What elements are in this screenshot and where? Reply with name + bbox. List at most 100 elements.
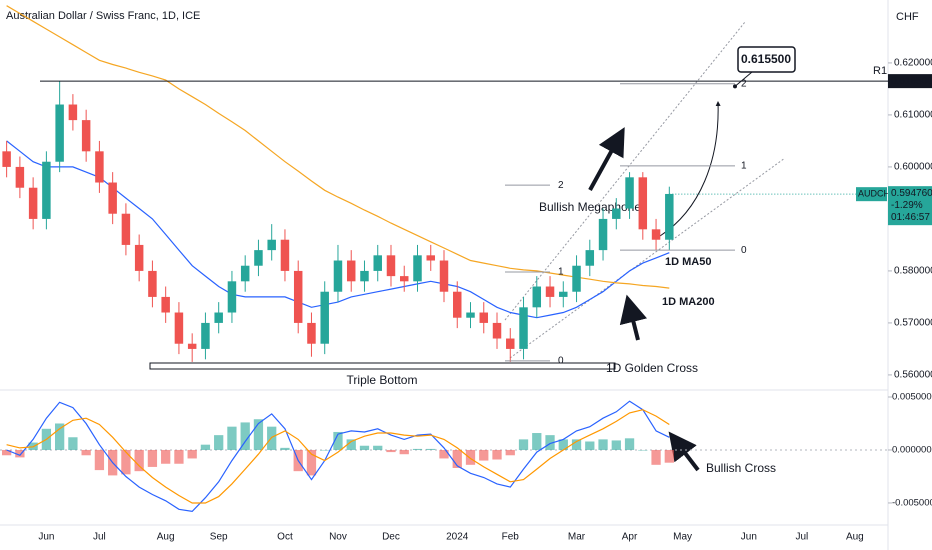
candle-body [532,286,542,308]
y-tick-label: 0.610000 [894,110,932,121]
histogram-bar [399,449,409,455]
countdown-label: 01:46:57 [891,212,930,223]
candle-body [559,291,568,297]
moving-average [6,5,670,289]
histogram-bar [147,449,158,467]
candle-body [612,208,621,219]
histogram-bar [664,449,674,463]
y-tick-label: 0.580000 [894,266,932,277]
histogram-bar [585,441,595,450]
histogram-bar [134,449,144,472]
candle-body [55,104,64,162]
x-tick-label: Jun [741,532,757,543]
histogram-bar [611,440,621,450]
histogram-bar [412,448,423,450]
x-tick-label: May [673,532,692,543]
histogram-bar [479,449,489,461]
y-tick-label: 0.000000 [892,444,932,455]
histogram-bar [1,449,12,456]
fib-label: 2 [558,180,564,191]
candle-body [240,265,250,282]
histogram-bar [651,449,661,465]
arrow-megaphone [588,127,625,191]
histogram-bar [505,449,515,456]
triple-bottom-box [149,362,616,370]
candle-body [519,307,528,349]
x-tick-label: Sep [210,532,228,543]
fib-label: 1 [558,267,564,278]
candle-body [121,213,131,245]
histogram-bar [439,449,449,459]
x-tick-label: Aug [157,532,175,543]
histogram-bar [598,439,608,450]
price-badge [888,186,932,226]
candle-body [214,312,223,323]
candle-body [492,322,502,339]
candle-body [386,255,396,277]
candle-body [625,177,634,209]
y-tick-label: 0.620000 [894,58,932,69]
candle-body [254,250,263,266]
candle-body [360,270,369,282]
arrow-bullish-cross [668,431,700,472]
y-tick-label: 0.570000 [894,318,932,329]
candle-body [479,312,489,323]
annotation: 1D Golden Cross [606,361,698,375]
histogram-bar [306,449,317,476]
fib-label: 0 [741,245,747,256]
last-price-label: 0.594760 [891,188,932,199]
histogram-bar [227,426,237,450]
legend-label: 1D MA200 [662,296,715,308]
histogram-bar [518,439,529,450]
histogram-bar [68,437,78,450]
histogram-bar [571,439,582,450]
candle-body [439,260,449,292]
candle-body [293,270,303,323]
y-tick-label: 0.005000 [892,392,932,403]
candle-body [267,239,276,251]
histogram-bar [532,433,542,450]
y-tick-label: 0.560000 [894,370,932,381]
fib-label: 0 [558,356,564,367]
macd-line [6,400,670,513]
x-tick-label: Oct [277,532,293,543]
channel-lower [509,157,786,359]
histogram-bar [386,449,396,453]
histogram-bar [638,449,648,451]
candle-body [346,260,356,282]
target-label: 0.615500 [741,52,791,66]
target-box [737,46,796,73]
symbol-badge [856,187,887,202]
histogram-bar [359,445,370,450]
candle-body [399,276,409,282]
histogram-bar [333,431,343,450]
candle-body [545,286,555,297]
histogram-bar [81,449,91,456]
candle-body [638,177,648,230]
candle-body [227,281,237,313]
candle-body [572,265,581,292]
candle-body [307,322,316,344]
x-tick-label: Mar [568,532,586,543]
candle-body [280,239,290,271]
candle-body [108,182,117,214]
candle-body [651,229,661,240]
currency-label: CHF [896,11,919,23]
histogram-bar [346,439,356,450]
candle-body [333,260,343,292]
histogram-bar [200,444,211,450]
histogram-bar [492,449,502,460]
symbol-label: AUDCHF [858,189,896,199]
candle-body [585,250,595,266]
histogram-bar [545,435,555,450]
target-pointer [734,71,753,87]
candle-body [42,161,51,219]
candle-body [161,296,170,313]
candle-body [453,291,462,318]
resistance-badge [888,74,932,89]
candle-body [187,343,197,349]
histogram-bar [214,435,224,450]
x-tick-label: Jul [93,532,106,543]
candle-body [426,255,435,261]
legend-label: 1D MA50 [665,256,711,268]
